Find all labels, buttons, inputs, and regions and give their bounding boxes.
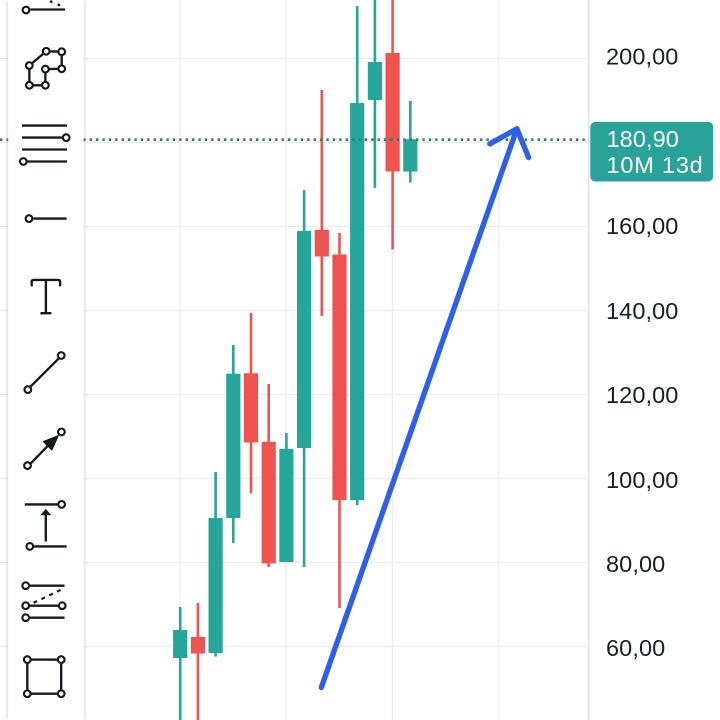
svg-text:10M 13d: 10M 13d — [607, 152, 704, 178]
svg-text:80,00: 80,00 — [606, 551, 665, 577]
svg-text:60,00: 60,00 — [606, 635, 665, 661]
svg-text:140,00: 140,00 — [606, 298, 678, 324]
svg-text:120,00: 120,00 — [606, 382, 678, 408]
svg-text:180,90: 180,90 — [607, 126, 679, 152]
svg-text:200,00: 200,00 — [606, 44, 678, 70]
svg-text:100,00: 100,00 — [606, 467, 678, 493]
svg-text:160,00: 160,00 — [606, 213, 678, 239]
